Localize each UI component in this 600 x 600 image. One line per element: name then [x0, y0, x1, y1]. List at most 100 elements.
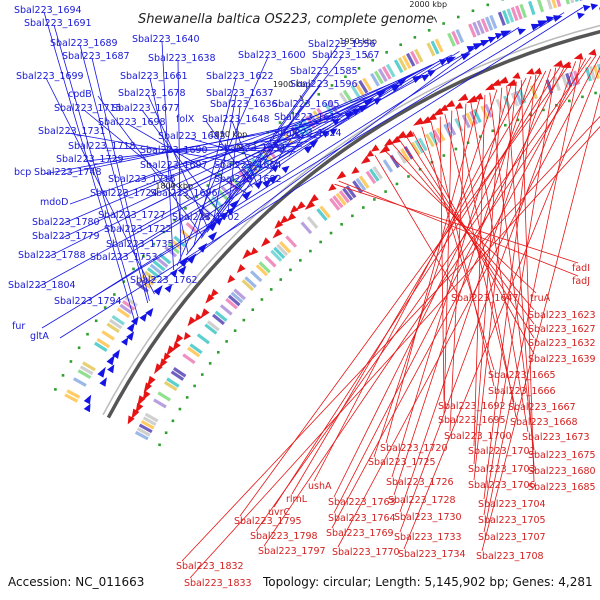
gc-dot-inner — [319, 240, 322, 244]
blue-leader-line — [69, 91, 383, 205]
cog-stripe-inner — [285, 235, 298, 248]
reverse-gene-label: Sbal223_1627 — [528, 324, 596, 335]
reverse-strand-gene — [143, 382, 153, 394]
cog-stripe-outer — [265, 146, 277, 160]
red-leader-line — [313, 77, 527, 482]
forward-strand-gene — [577, 12, 585, 20]
forward-strand-gene — [106, 354, 116, 366]
forward-strand-gene — [553, 15, 563, 22]
gc-dot-inner — [568, 99, 571, 103]
reverse-strand-gene — [174, 334, 184, 344]
red-leader-line — [483, 74, 537, 500]
cog-stripe-inner — [196, 333, 210, 345]
reverse-strand-gene — [183, 332, 192, 341]
cog-stripe-outer — [342, 89, 354, 104]
cog-stripe-outer — [506, 8, 515, 23]
gc-dot-inner — [251, 308, 255, 311]
gc-dot-outer — [173, 218, 176, 222]
reverse-gene-label: Sbal223_1706 — [468, 480, 536, 491]
reverse-strand-gene — [172, 341, 181, 351]
cog-stripe-inner — [233, 288, 246, 301]
gc-dot-outer — [113, 293, 116, 296]
cog-stripe-outer — [381, 66, 392, 80]
cog-stripe-outer — [94, 341, 108, 352]
forward-strand-gene — [107, 364, 115, 374]
gc-dot-inner — [260, 298, 264, 301]
reverse-strand-gene — [205, 293, 215, 304]
forward-gene-label: folX — [176, 114, 195, 125]
gc-dot-inner — [208, 362, 212, 365]
reverse-strand-gene — [526, 67, 535, 75]
forward-strand-gene — [164, 284, 173, 293]
reverse-strand-gene — [328, 183, 337, 192]
cog-stripe-inner — [588, 65, 596, 81]
cog-stripe-outer — [64, 393, 79, 403]
blue-leader-line — [141, 109, 223, 217]
gc-dot-inner — [516, 118, 520, 122]
cog-stripe-inner — [134, 430, 149, 441]
gc-dot-outer — [229, 162, 233, 165]
reverse-gene-label: Sbal223_1705 — [478, 515, 546, 526]
reverse-strand-gene — [506, 79, 517, 87]
reverse-gene-label: Sbal223_1832 — [176, 561, 244, 572]
cog-stripe-inner — [250, 270, 263, 283]
gc-dot-outer — [427, 29, 431, 32]
kbp-tick — [237, 144, 242, 150]
reverse-strand-gene — [290, 205, 299, 214]
cog-stripe-inner — [596, 63, 600, 79]
red-leader-line — [391, 83, 512, 478]
forward-gene-label: Sbal223_1612 — [274, 112, 342, 123]
cog-stripe-outer — [358, 79, 369, 94]
forward-strand-gene — [590, 3, 599, 11]
cog-stripe-outer — [434, 38, 444, 53]
cog-stripe-inner — [166, 377, 180, 388]
red-leader-line — [337, 55, 600, 548]
kbp-tick — [364, 52, 369, 59]
reverse-strand-gene — [490, 79, 502, 87]
reverse-gene-label: Sbal223_1833 — [184, 578, 252, 589]
cog-stripe-outer — [549, 0, 558, 9]
gc-dot-outer — [206, 184, 210, 187]
cog-stripe-inner — [230, 291, 244, 304]
gc-dot-outer — [291, 111, 295, 115]
blue-leader-line — [91, 57, 150, 301]
red-leader-line — [443, 110, 453, 416]
forward-strand-gene — [139, 312, 148, 322]
forward-gene-label: Sbal223_1622 — [206, 71, 274, 82]
cog-stripe-inner — [372, 166, 383, 180]
forward-gene-label: Sbal223_1788 — [18, 250, 86, 261]
cog-stripe-inner — [332, 195, 344, 209]
gc-dot-inner — [361, 206, 365, 209]
cog-stripe-inner — [319, 205, 331, 219]
reverse-gene-label: Sbal223_1623 — [528, 310, 596, 321]
forward-strand-gene — [219, 211, 229, 221]
cog-stripe-outer — [519, 3, 527, 19]
red-leader-line — [333, 70, 547, 498]
forward-gene-label: Sbal223_1716 — [108, 174, 176, 185]
cog-stripe-outer — [554, 0, 562, 7]
blue-leader-line — [41, 12, 565, 329]
red-leader-line — [483, 67, 557, 516]
cog-stripe-outer — [489, 14, 498, 30]
cog-stripe-inner — [545, 79, 554, 94]
forward-strand-gene — [530, 23, 542, 31]
reverse-gene-label: Sbal223_1769 — [326, 528, 394, 539]
accession-text: Accession: NC_011663 — [8, 575, 144, 589]
forward-gene-label: Sbal223_1677 — [112, 103, 180, 114]
kbp-tick — [299, 95, 304, 101]
gc-dot-outer — [371, 58, 375, 62]
blue-leader-line — [169, 130, 323, 168]
reverse-strand-gene — [439, 104, 449, 112]
reverse-gene-label: Sbal223_1797 — [258, 546, 326, 557]
gc-dot-inner — [178, 407, 182, 411]
kbp-label: 1950 kbp — [339, 37, 377, 46]
cog-stripe-inner — [204, 323, 218, 335]
reverse-gene-label: Sbal223_1668 — [510, 417, 578, 428]
forward-gene-label: Sbal223_1794 — [54, 296, 122, 307]
cog-stripe-inner — [182, 353, 196, 365]
red-leader-line — [374, 155, 458, 294]
cog-stripe-inner — [484, 103, 493, 118]
cog-stripe-outer — [101, 330, 115, 341]
reverse-strand-gene — [370, 144, 380, 152]
gc-dot-inner — [581, 95, 584, 99]
